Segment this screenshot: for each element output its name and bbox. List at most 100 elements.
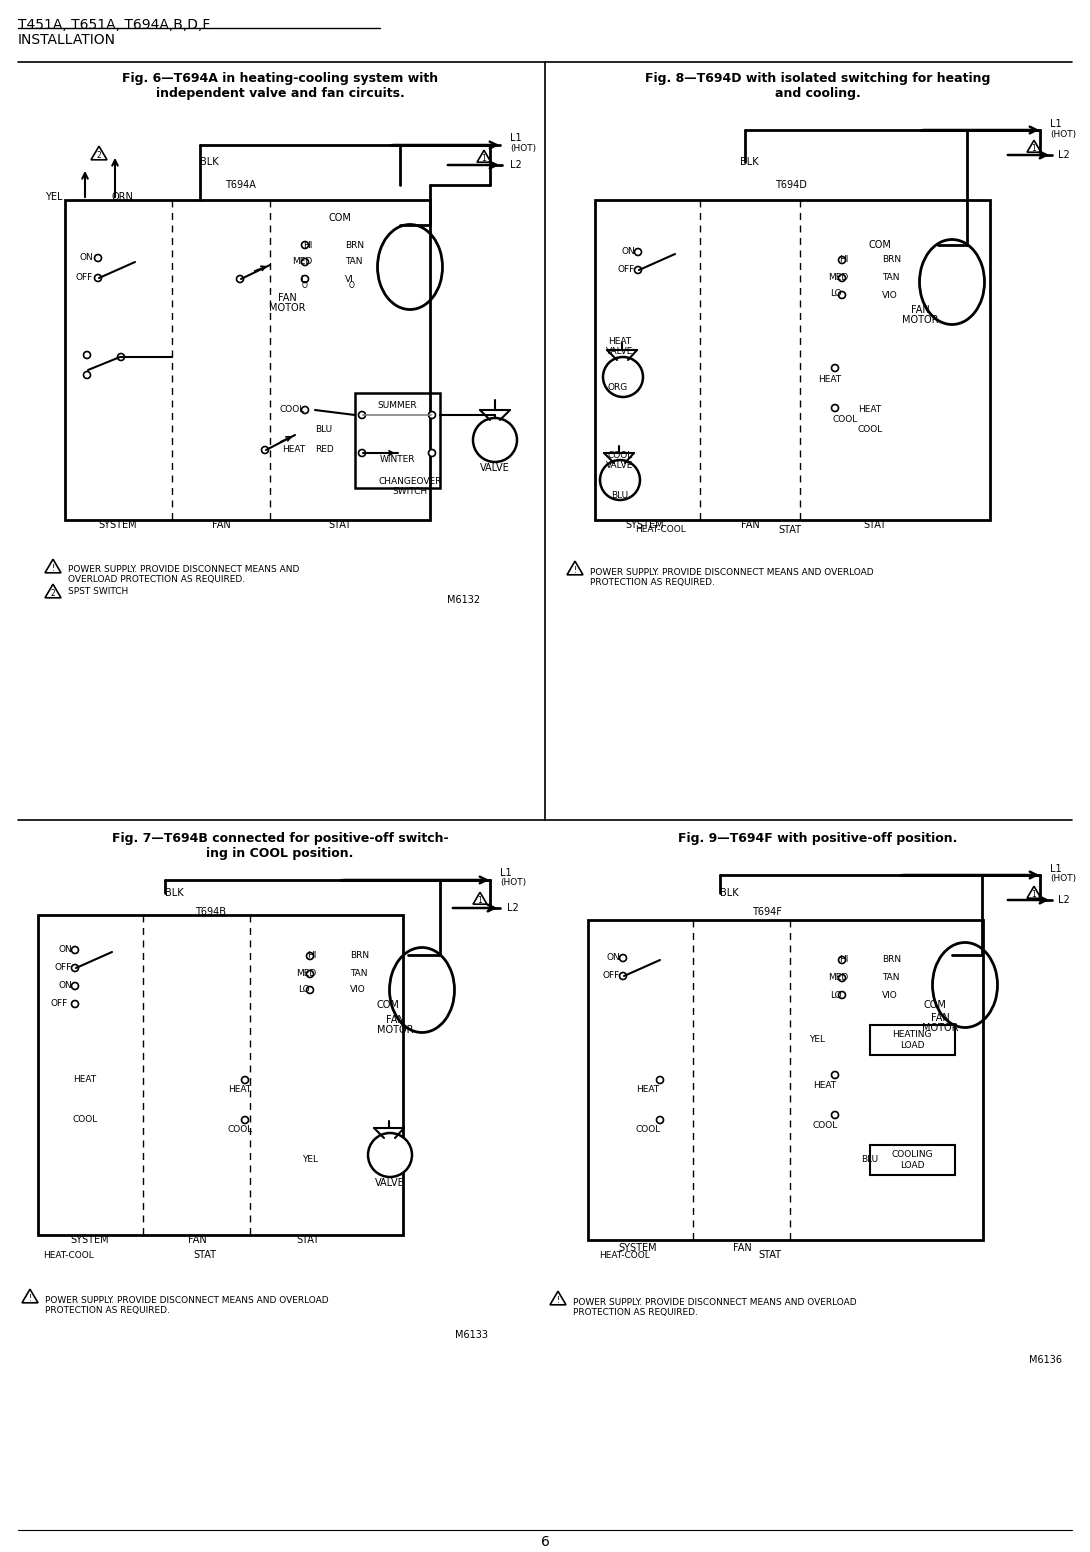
Text: HEAT-COOL: HEAT-COOL xyxy=(634,526,686,534)
Text: HI: HI xyxy=(306,951,316,961)
Text: STAT: STAT xyxy=(863,520,886,529)
Text: CHANGEOVER: CHANGEOVER xyxy=(378,478,441,486)
Circle shape xyxy=(838,275,846,281)
Circle shape xyxy=(95,275,101,281)
Text: COOL: COOL xyxy=(607,450,632,459)
Text: Fig. 9—T694F with positive-off position.: Fig. 9—T694F with positive-off position. xyxy=(678,832,958,844)
Text: VALVE: VALVE xyxy=(375,1178,404,1187)
Text: FAN: FAN xyxy=(732,1243,751,1252)
Text: 2: 2 xyxy=(50,590,56,599)
Circle shape xyxy=(603,357,643,397)
Text: MED: MED xyxy=(295,970,316,978)
Text: FAN: FAN xyxy=(740,520,760,529)
Text: M6136: M6136 xyxy=(1029,1355,1062,1366)
Circle shape xyxy=(302,276,308,282)
Circle shape xyxy=(242,1116,249,1124)
Text: LO: LO xyxy=(831,289,841,298)
Text: STAT: STAT xyxy=(759,1249,782,1260)
Text: YEL: YEL xyxy=(46,192,63,202)
Text: HEAT: HEAT xyxy=(282,445,305,455)
Text: VIO: VIO xyxy=(350,986,366,995)
Text: STAT: STAT xyxy=(328,520,351,529)
Text: STAT: STAT xyxy=(194,1249,217,1260)
Text: L1: L1 xyxy=(1050,120,1062,129)
Text: HEAT-COOL: HEAT-COOL xyxy=(600,1251,651,1260)
Bar xyxy=(870,1145,955,1175)
Circle shape xyxy=(302,407,308,413)
Circle shape xyxy=(359,450,365,456)
Circle shape xyxy=(838,956,846,964)
Text: WINTER: WINTER xyxy=(379,455,415,464)
Text: L2: L2 xyxy=(1058,151,1069,160)
Text: SUMMER: SUMMER xyxy=(377,400,416,410)
Circle shape xyxy=(95,255,101,261)
Text: ON: ON xyxy=(58,981,72,990)
Circle shape xyxy=(473,417,517,462)
Text: BLK: BLK xyxy=(720,888,739,899)
Text: VALVE: VALVE xyxy=(480,462,510,473)
Text: T694A: T694A xyxy=(225,180,256,189)
Text: BRN: BRN xyxy=(350,951,370,961)
Text: VALVE: VALVE xyxy=(606,461,633,470)
Text: SYSTEM: SYSTEM xyxy=(626,520,664,529)
Bar xyxy=(588,920,983,1240)
Text: SWITCH: SWITCH xyxy=(392,487,427,497)
Circle shape xyxy=(302,242,308,248)
Text: OFF: OFF xyxy=(603,972,620,981)
Text: L1: L1 xyxy=(500,868,511,878)
Circle shape xyxy=(634,267,642,273)
Text: 2: 2 xyxy=(97,151,101,160)
Text: COM: COM xyxy=(923,999,946,1010)
Text: COOL: COOL xyxy=(858,425,883,435)
Text: HEAT: HEAT xyxy=(73,1076,97,1085)
Text: LO: LO xyxy=(831,990,841,999)
Text: VI: VI xyxy=(346,275,354,284)
Text: SYSTEM: SYSTEM xyxy=(71,1235,109,1245)
Circle shape xyxy=(832,1111,838,1119)
Bar xyxy=(595,200,990,520)
Text: T694F: T694F xyxy=(752,906,782,917)
Text: 6: 6 xyxy=(541,1535,549,1549)
Text: M6132: M6132 xyxy=(447,594,480,605)
Circle shape xyxy=(72,982,78,990)
Circle shape xyxy=(656,1077,664,1083)
Text: VIO: VIO xyxy=(882,290,898,300)
Circle shape xyxy=(306,987,314,993)
Text: COOL: COOL xyxy=(635,1125,661,1135)
Bar xyxy=(38,916,403,1235)
Text: BLU: BLU xyxy=(315,425,332,435)
Text: COM: COM xyxy=(869,241,892,250)
Text: BLU: BLU xyxy=(611,490,629,500)
Text: MED: MED xyxy=(827,973,848,982)
Circle shape xyxy=(832,1071,838,1079)
Text: COOL: COOL xyxy=(833,416,858,425)
Circle shape xyxy=(237,276,243,282)
Text: OFF: OFF xyxy=(51,999,68,1009)
Text: O: O xyxy=(302,281,308,290)
Text: MOTOR: MOTOR xyxy=(922,1023,958,1034)
Text: SPST SWITCH: SPST SWITCH xyxy=(68,587,129,596)
Text: BLK: BLK xyxy=(199,157,219,168)
Text: L1: L1 xyxy=(510,133,522,143)
Circle shape xyxy=(634,248,642,256)
Text: T694B: T694B xyxy=(195,906,226,917)
Text: MED: MED xyxy=(827,273,848,282)
Text: Fig. 7—T694B connected for positive-off switch-
ing in COOL position.: Fig. 7—T694B connected for positive-off … xyxy=(111,832,448,860)
Circle shape xyxy=(368,1133,412,1176)
Text: OFF: OFF xyxy=(75,273,93,282)
Circle shape xyxy=(619,954,627,962)
Text: HI: HI xyxy=(303,241,312,250)
Text: BRN: BRN xyxy=(882,256,901,264)
Circle shape xyxy=(656,1116,664,1124)
Circle shape xyxy=(838,992,846,998)
Circle shape xyxy=(118,354,124,360)
Text: ON: ON xyxy=(606,953,620,962)
Circle shape xyxy=(832,365,838,371)
Bar xyxy=(65,200,429,520)
Circle shape xyxy=(838,292,846,298)
Text: (HOT): (HOT) xyxy=(1050,129,1076,138)
Text: ON: ON xyxy=(621,247,635,256)
Circle shape xyxy=(84,351,90,359)
Text: MOTOR: MOTOR xyxy=(901,315,938,324)
Text: HI: HI xyxy=(838,256,848,264)
